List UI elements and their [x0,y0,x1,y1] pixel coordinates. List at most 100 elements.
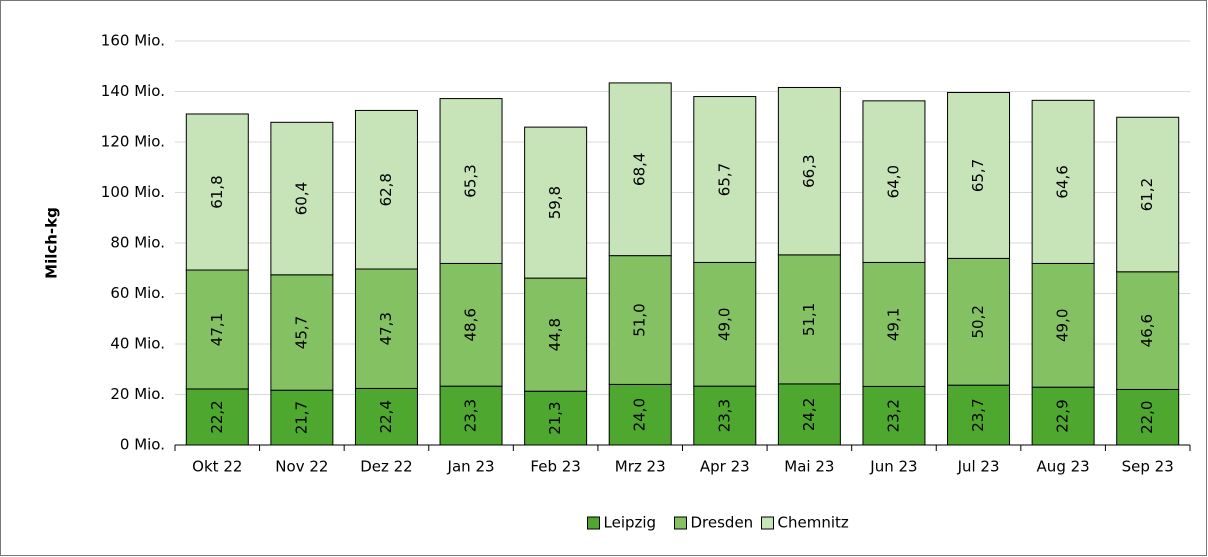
data-label: 21,7 [292,401,310,434]
data-label: 68,4 [631,153,649,186]
bar-segment [608,255,672,385]
data-label: 65,7 [969,159,987,192]
data-label: 49,0 [1054,309,1072,342]
x-tick-label: Dez 22 [360,458,413,476]
data-label: 23,3 [462,399,480,432]
data-label: 23,7 [969,398,987,431]
data-label: 60,4 [292,182,310,215]
data-label: 21,3 [546,401,564,434]
bar-segment [185,113,249,271]
y-tick-label: 100 Mio. [101,183,165,201]
data-label: 49,0 [715,308,733,341]
data-label: 64,0 [884,165,902,198]
bar-segment [777,86,841,256]
data-label: 22,2 [208,400,226,433]
data-label: 24,0 [631,398,649,431]
bar-segment [270,389,334,446]
data-label: 47,1 [208,313,226,346]
legend-swatch [761,516,774,530]
bar-segment [1031,386,1095,446]
bar-segment [608,82,672,257]
data-label: 64,6 [1054,165,1072,198]
bar-segment [270,121,334,276]
x-tick-label: Feb 23 [530,458,580,476]
bar-segment [947,92,1011,259]
bar-segment [524,277,588,392]
bar-segment [608,383,672,446]
bar-segment [862,100,926,263]
bar-segment [439,98,503,264]
legend-label: Dresden [691,514,754,532]
y-tick-label: 20 Mio. [110,385,165,403]
y-tick-label: 120 Mio. [101,133,165,151]
bar-segment [947,384,1011,446]
data-label: 48,6 [462,308,480,341]
x-tick-label: Mrz 23 [615,458,666,476]
x-tick-label: Mai 23 [784,458,834,476]
data-label: 62,8 [377,173,395,206]
y-tick-label: 40 Mio. [110,335,165,353]
bar-segment [862,385,926,446]
bar-segment [777,254,841,385]
x-tick-label: Okt 22 [192,458,242,476]
bar-segment [862,261,926,387]
x-tick-label: Nov 22 [275,458,328,476]
bar-segment [524,390,588,446]
legend-label: Chemnitz [778,514,849,532]
bar-segment [693,261,757,387]
bar-segment [1031,262,1095,388]
data-label: 46,6 [1138,314,1156,347]
x-tick-label: Jan 23 [447,458,495,476]
legend-swatch [674,516,687,530]
bar-segment [1031,99,1095,264]
bar-segment [354,268,418,389]
bar-segment [270,274,334,391]
bar-segment [354,387,418,446]
data-label: 49,1 [884,308,902,341]
data-label: 61,2 [1138,178,1156,211]
data-label: 65,3 [462,164,480,197]
data-label: 22,4 [377,400,395,433]
bar-segment [693,385,757,446]
data-label: 59,8 [546,186,564,219]
data-label: 23,3 [715,399,733,432]
data-label: 22,0 [1138,401,1156,434]
y-tick-label: 160 Mio. [101,32,165,50]
data-label: 47,3 [377,312,395,345]
bar-segment [693,96,757,263]
bar-segment [1116,116,1180,273]
y-axis-label: Milch-kg [43,207,61,279]
data-label: 23,2 [884,399,902,432]
data-label: 45,7 [292,316,310,349]
y-tick-label: 140 Mio. [101,82,165,100]
y-tick-label: 80 Mio. [110,234,165,252]
x-tick-label: Jul 23 [957,458,1000,476]
data-label: 44,8 [546,318,564,351]
data-label: 51,0 [631,303,649,336]
y-tick-label: 60 Mio. [110,284,165,302]
bar-segment [1116,271,1180,390]
data-label: 22,9 [1054,399,1072,432]
bar-segment [439,385,503,446]
y-tick-label: 0 Mio. [120,436,165,454]
data-label: 66,3 [800,154,818,187]
bar-segment [947,257,1011,386]
bar-segment [1116,388,1180,446]
data-label: 24,2 [800,398,818,431]
legend-label: Leipzig [604,514,657,532]
data-label: 61,8 [208,175,226,208]
x-tick-label: Sep 23 [1122,458,1174,476]
data-label: 51,1 [800,303,818,336]
bar-segment [354,109,418,270]
bar-segment [777,383,841,446]
legend-swatch [587,516,600,530]
bar-segment [185,269,249,390]
x-tick-label: Aug 23 [1037,458,1090,476]
data-label: 50,2 [969,305,987,338]
bar-segment [524,126,588,279]
x-tick-label: Jun 23 [869,458,917,476]
data-label: 65,7 [715,163,733,196]
x-tick-label: Apr 23 [700,458,750,476]
